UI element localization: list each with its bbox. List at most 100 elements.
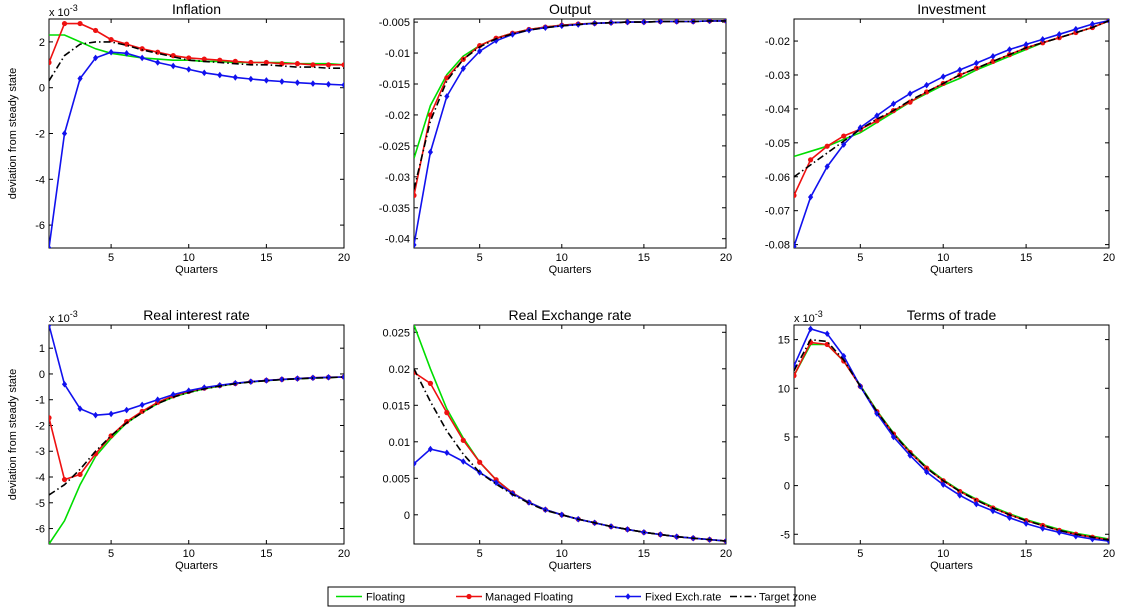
data-point: [263, 377, 269, 384]
data-point: [460, 437, 466, 443]
data-point: [1040, 525, 1046, 532]
data-point: [990, 507, 996, 515]
y-tick-label: 1: [39, 343, 45, 355]
data-point: [477, 47, 483, 55]
data-point: [493, 37, 499, 44]
data-point: [509, 31, 516, 38]
data-point: [77, 75, 83, 82]
data-point: [92, 54, 99, 62]
y-tick-label: -5: [35, 498, 45, 510]
data-point: [824, 330, 830, 338]
y-tick-label: 0.025: [382, 327, 410, 339]
data-point: [1089, 20, 1096, 28]
data-point: [427, 148, 434, 156]
x-tick-label: 5: [108, 548, 114, 560]
data-point: [526, 499, 532, 506]
data-point: [890, 433, 897, 441]
data-point: [325, 62, 332, 68]
data-point: [61, 130, 68, 137]
y-tick-label: 0.005: [382, 473, 410, 485]
data-point: [263, 77, 269, 84]
panel-real-exchange-rate: Real Exchange rate 5 10 15 20 0 0.005 0.01 0.015…: [382, 307, 732, 572]
panel-title: Output: [549, 1, 591, 17]
data-point: [310, 80, 316, 87]
x-tick-label: 5: [477, 548, 483, 560]
series-line-fixed-exch-rate: [49, 51, 344, 248]
data-point: [232, 58, 238, 64]
data-point: [414, 460, 417, 467]
series-group: [794, 325, 1109, 544]
data-point: [559, 511, 565, 519]
data-point: [460, 458, 466, 465]
x-tick-label: 15: [1020, 252, 1032, 264]
data-point: [973, 500, 979, 508]
y-tick-label: 5: [784, 432, 790, 444]
data-point: [414, 192, 417, 198]
data-point: [248, 378, 254, 385]
data-point: [232, 74, 238, 81]
data-point: [477, 459, 483, 465]
y-tick-label: -6: [35, 220, 45, 232]
legend-label: Managed Floating: [485, 592, 573, 604]
data-point: [61, 476, 68, 483]
x-tick-label: 5: [857, 548, 863, 560]
x-tick-label: 10: [183, 252, 195, 264]
series-line-fixed-exch-rate: [49, 325, 344, 417]
data-point: [49, 415, 52, 421]
data-point: [657, 531, 663, 538]
y-tick-label: -0.04: [385, 234, 410, 246]
data-point: [624, 526, 631, 533]
data-point: [1023, 520, 1029, 527]
data-point: [294, 61, 301, 67]
data-point: [279, 376, 285, 383]
plot-area: [48, 18, 345, 249]
plot-area: [793, 18, 1110, 249]
x-axis-label: Quarters: [930, 560, 973, 572]
series-line-fixed-exch-rate: [414, 448, 726, 542]
x-tick-label: 15: [260, 252, 272, 264]
y-tick-label: -0.02: [385, 110, 410, 122]
data-point: [248, 75, 254, 83]
x-axis-label: Quarters: [175, 264, 218, 276]
data-point: [657, 19, 663, 25]
x-tick-label: 15: [638, 252, 650, 264]
data-point: [341, 81, 344, 89]
y-tick-label: 0: [39, 83, 45, 95]
data-point: [77, 405, 83, 413]
data-point: [1040, 40, 1046, 46]
data-point: [674, 19, 680, 25]
y-axis-label: deviation from steady state: [7, 68, 19, 199]
data-point: [49, 244, 52, 248]
x-tick-label: 10: [556, 548, 568, 560]
data-point: [444, 449, 450, 457]
plot-area: [413, 18, 727, 249]
y-tick-label: -0.03: [385, 172, 410, 184]
data-point: [310, 62, 316, 68]
data-point: [108, 48, 114, 56]
data-point: [92, 411, 99, 419]
data-point: [139, 401, 145, 409]
data-point: [1073, 29, 1079, 36]
data-point: [201, 56, 207, 62]
x-tick-label: 20: [1103, 548, 1115, 560]
y-tick-label: 0.015: [382, 400, 410, 412]
data-point: [139, 46, 145, 52]
data-point: [807, 157, 814, 163]
exponent-base: x 10: [794, 313, 815, 325]
y-tick-label: -0.02: [765, 36, 790, 48]
data-point: [794, 243, 797, 248]
x-tick-label: 15: [260, 548, 272, 560]
data-point: [841, 141, 847, 148]
data-point: [414, 241, 417, 248]
data-point: [874, 410, 880, 417]
data-point: [279, 61, 285, 67]
data-point: [444, 75, 450, 81]
x-axis-label: Quarters: [930, 264, 973, 276]
data-point: [108, 410, 114, 418]
series-group: [414, 19, 726, 248]
x-tick-label: 10: [556, 252, 568, 264]
data-point: [624, 19, 631, 26]
data-point: [973, 59, 979, 67]
y-tick-label: -0.04: [765, 104, 790, 116]
